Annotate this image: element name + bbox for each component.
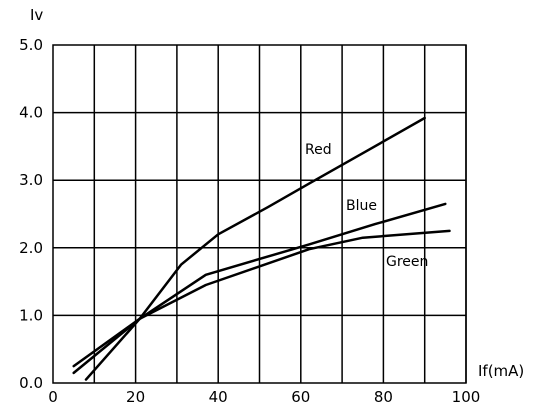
x-tick-label: 100	[452, 388, 481, 406]
x-tick-label: 80	[374, 388, 393, 406]
series-label-blue: Blue	[346, 198, 377, 214]
series-label-green: Green	[386, 254, 428, 270]
x-axis-label: If(mA)	[478, 362, 524, 380]
x-tick-label: 40	[209, 388, 228, 406]
y-tick-label: 5.0	[19, 36, 43, 54]
series-label-red: Red	[305, 142, 332, 158]
y-axis-ticks: 0.0 1.0 2.0 3.0 4.0 5.0	[19, 36, 43, 392]
y-tick-label: 1.0	[19, 306, 43, 324]
y-axis-label: Iv	[30, 6, 43, 24]
grid	[53, 45, 467, 383]
series-line-green	[72, 229, 451, 368]
y-tick-label: 4.0	[19, 104, 43, 122]
x-tick-label: 0	[48, 388, 58, 406]
y-tick-label: 2.0	[19, 239, 43, 257]
x-tick-label: 20	[126, 388, 145, 406]
x-axis-ticks: 0 20 40 60 80 100	[48, 388, 480, 406]
y-tick-label: 3.0	[19, 171, 43, 189]
series-lines	[72, 116, 451, 381]
series-line-red	[84, 116, 426, 381]
x-tick-label: 60	[291, 388, 310, 406]
y-tick-label: 0.0	[19, 374, 43, 392]
plot-area-frame	[52, 44, 467, 384]
